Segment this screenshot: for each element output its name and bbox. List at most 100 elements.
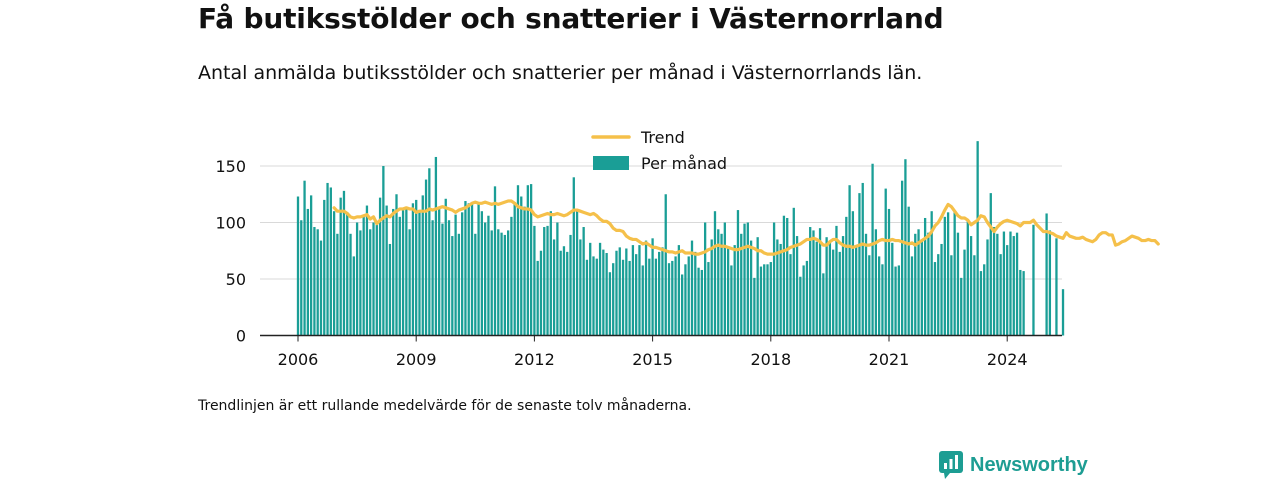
bar bbox=[480, 211, 484, 336]
y-tick-label: 50 bbox=[226, 270, 246, 289]
bar bbox=[690, 240, 694, 336]
bar bbox=[355, 222, 359, 336]
bar bbox=[946, 212, 950, 336]
bar bbox=[598, 242, 602, 336]
bar bbox=[309, 195, 313, 336]
bar bbox=[894, 266, 897, 336]
brand-logo[interactable]: Newsworthy bbox=[939, 450, 1088, 480]
bar bbox=[546, 225, 549, 336]
bar bbox=[543, 227, 546, 336]
bar bbox=[996, 233, 999, 336]
bar bbox=[746, 222, 749, 336]
bar bbox=[608, 272, 612, 336]
bar bbox=[365, 205, 369, 336]
bar bbox=[506, 230, 510, 336]
y-tick-labels: 0 50 100 150 bbox=[215, 157, 246, 346]
bar bbox=[631, 245, 635, 336]
bar bbox=[513, 202, 516, 336]
bar bbox=[441, 223, 444, 336]
bar bbox=[1015, 232, 1019, 336]
bar bbox=[868, 255, 871, 336]
bar bbox=[1055, 238, 1058, 336]
bar bbox=[572, 177, 575, 336]
bar bbox=[969, 236, 973, 336]
bar bbox=[1061, 289, 1065, 336]
bar bbox=[500, 232, 503, 336]
bar bbox=[927, 232, 930, 336]
x-tick-label: 2024 bbox=[987, 350, 1028, 369]
legend-bars-label: Per månad bbox=[641, 154, 727, 173]
bar bbox=[375, 224, 378, 336]
bar bbox=[1048, 230, 1052, 336]
bar bbox=[887, 208, 891, 336]
bar bbox=[992, 227, 996, 336]
y-tick-label: 100 bbox=[215, 214, 246, 233]
bar bbox=[950, 255, 953, 336]
bar bbox=[930, 211, 933, 336]
bar bbox=[733, 245, 736, 336]
bar bbox=[717, 229, 720, 336]
bar bbox=[910, 256, 914, 336]
bar bbox=[753, 277, 756, 336]
bar bbox=[503, 234, 506, 336]
x-tick-label: 2012 bbox=[514, 350, 555, 369]
bar bbox=[296, 196, 300, 336]
legend-bars-swatch bbox=[593, 156, 629, 170]
bar bbox=[658, 251, 661, 336]
bar bbox=[730, 265, 733, 336]
bar bbox=[786, 217, 789, 336]
bar bbox=[595, 258, 598, 336]
bar bbox=[411, 203, 415, 336]
bar bbox=[516, 185, 520, 336]
bar bbox=[638, 245, 641, 336]
bar bbox=[615, 250, 618, 336]
bar bbox=[795, 236, 799, 336]
bar bbox=[549, 211, 552, 336]
bar bbox=[835, 225, 838, 336]
x-tick-label: 2009 bbox=[396, 350, 437, 369]
bar bbox=[575, 211, 579, 336]
bar bbox=[421, 195, 424, 336]
bars bbox=[296, 141, 1065, 336]
bar bbox=[526, 185, 529, 336]
bar bbox=[635, 254, 638, 336]
bar bbox=[963, 249, 966, 336]
bar bbox=[382, 166, 385, 336]
bar bbox=[1002, 231, 1006, 336]
bar bbox=[825, 237, 828, 336]
x-tick-label: 2006 bbox=[278, 350, 319, 369]
bar bbox=[493, 186, 497, 336]
bar bbox=[579, 239, 582, 336]
bar bbox=[878, 256, 881, 336]
bar bbox=[444, 198, 447, 336]
bar bbox=[316, 229, 319, 336]
bar bbox=[487, 215, 490, 336]
bar bbox=[612, 263, 615, 336]
bar bbox=[897, 265, 900, 336]
bar bbox=[454, 214, 457, 336]
bar bbox=[983, 264, 986, 336]
bar bbox=[736, 210, 740, 336]
bar bbox=[956, 232, 960, 336]
bar bbox=[881, 264, 884, 336]
bar bbox=[457, 233, 461, 336]
bar bbox=[940, 243, 943, 336]
bar bbox=[605, 253, 608, 336]
chart: 0 50 100 150 2006 2009 2012 2015 2018 2021 2024 T… bbox=[215, 128, 1160, 369]
bar bbox=[533, 225, 536, 336]
bar bbox=[1006, 245, 1009, 336]
bar bbox=[759, 266, 763, 336]
bar bbox=[352, 256, 355, 336]
bar bbox=[740, 233, 743, 336]
bar bbox=[838, 251, 841, 336]
bar bbox=[418, 212, 421, 336]
bar bbox=[434, 156, 438, 336]
bar bbox=[654, 258, 658, 336]
bar bbox=[651, 238, 654, 336]
bar bbox=[976, 141, 979, 336]
bar bbox=[408, 229, 411, 336]
bar bbox=[1012, 236, 1015, 336]
bar bbox=[841, 236, 845, 336]
bar bbox=[385, 205, 388, 336]
bar bbox=[769, 262, 772, 336]
